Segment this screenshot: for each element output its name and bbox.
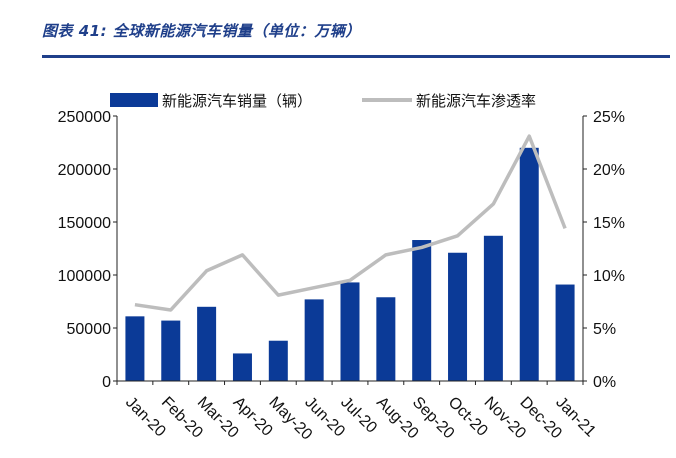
bar [448, 252, 468, 381]
right-tick-label: 25% [593, 109, 625, 126]
bar-series [125, 147, 575, 381]
bar [197, 306, 217, 381]
left-tick-label: 200000 [58, 162, 111, 179]
left-tick-label: 150000 [58, 215, 111, 232]
legend: 新能源汽车销量（辆） 新能源汽车渗透率 [110, 92, 536, 110]
left-y-axis: 0 50000 100000 150000 200000 250000 [58, 109, 118, 391]
bar [519, 147, 539, 381]
bar [161, 320, 181, 381]
right-tick-label: 20% [593, 162, 625, 179]
legend-bar-label: 新能源汽车销量（辆） [162, 92, 312, 110]
penetration-line [134, 134, 567, 312]
bar [232, 353, 252, 381]
bar [304, 299, 324, 381]
bar [483, 235, 503, 381]
left-tick-label: 100000 [58, 268, 111, 285]
legend-line-label: 新能源汽车渗透率 [416, 92, 536, 110]
right-y-axis: 0% 5% 10% 15% 20% 25% [582, 109, 625, 391]
legend-bar-swatch [110, 93, 158, 107]
figure-header: 图表 41: 全球新能源汽车销量（单位：万辆） [6, 0, 670, 58]
left-tick-label: 0 [102, 374, 111, 391]
figure-title: 图表 41: 全球新能源汽车销量（单位：万辆） [42, 22, 361, 40]
right-tick-label: 0% [593, 374, 616, 391]
x-axis: Jan-20Feb-20Mar-20Apr-20May-20Jun-20Jul-… [116, 380, 599, 444]
bar [340, 282, 360, 381]
title-rule [42, 55, 670, 58]
right-tick-label: 15% [593, 215, 625, 232]
bar [125, 316, 145, 381]
left-tick-label: 250000 [58, 109, 111, 126]
bar [268, 340, 288, 381]
bar [412, 240, 432, 381]
line-series [134, 134, 567, 312]
right-tick-label: 5% [593, 321, 616, 338]
bar [376, 297, 396, 381]
right-tick-label: 10% [593, 268, 625, 285]
bar [555, 284, 575, 381]
left-tick-label: 50000 [67, 321, 112, 338]
